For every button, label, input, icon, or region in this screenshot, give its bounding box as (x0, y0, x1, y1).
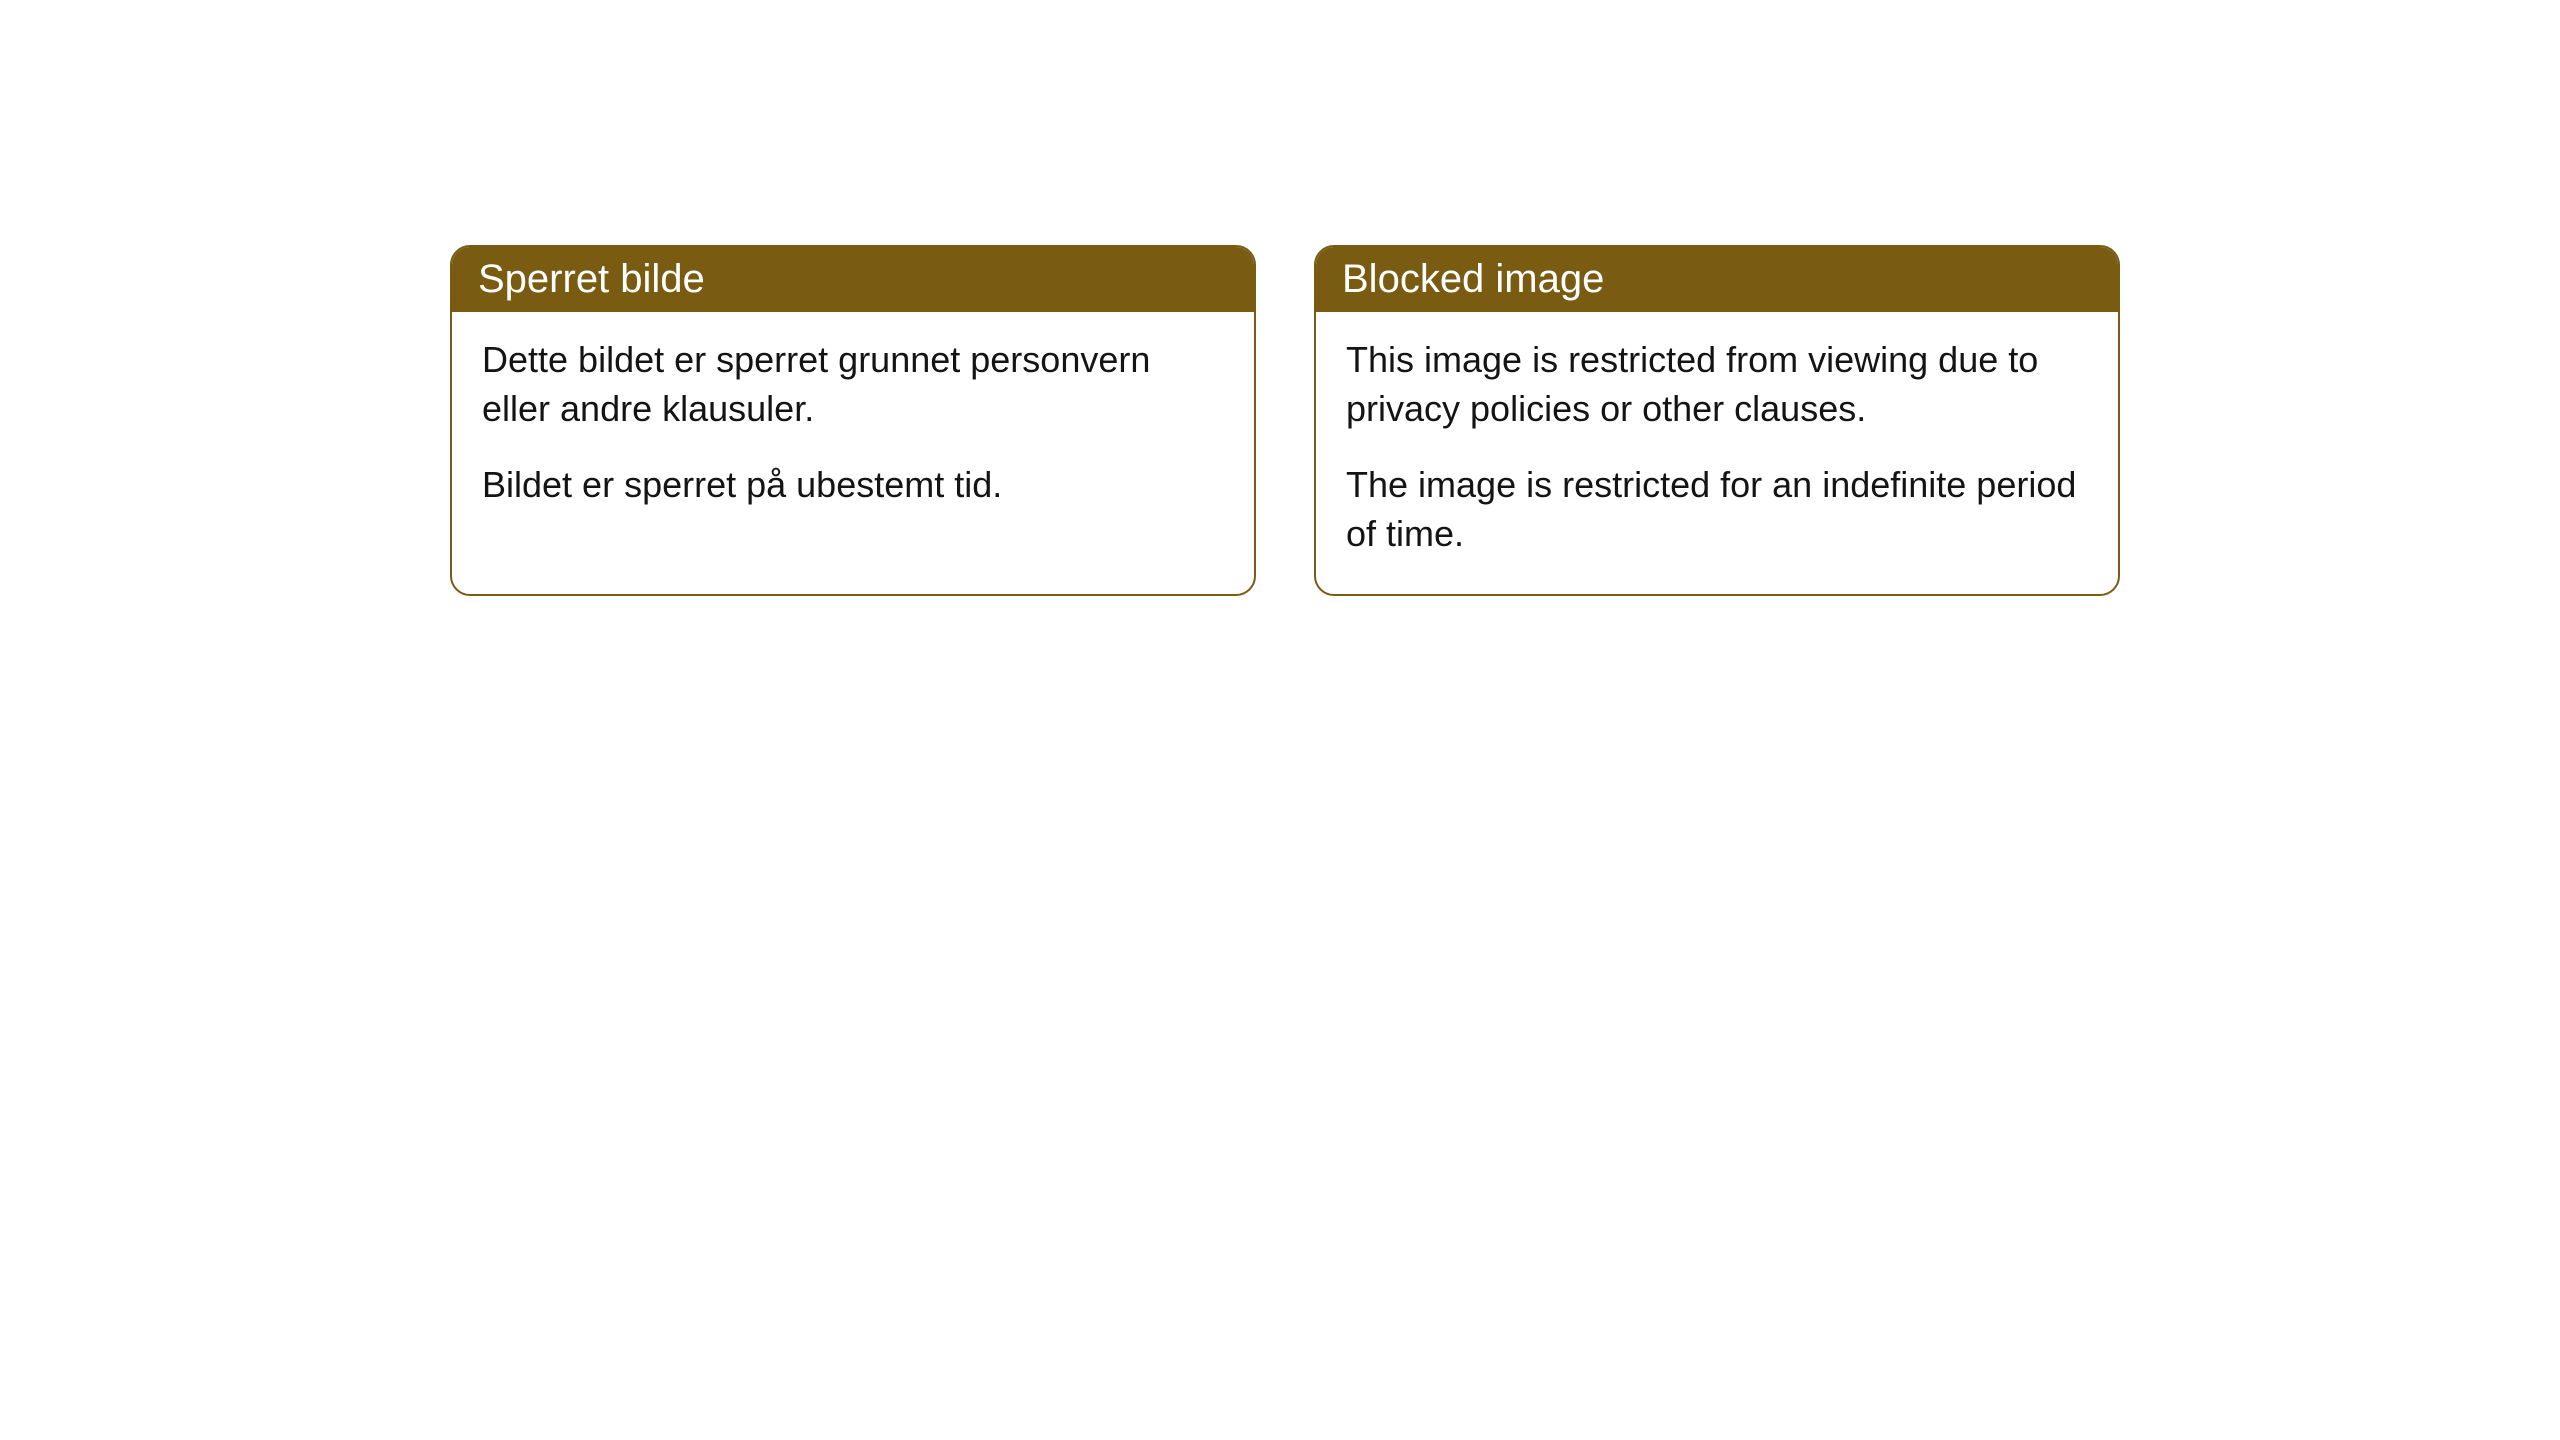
card-body: This image is restricted from viewing du… (1316, 312, 2118, 594)
card-paragraph: Bildet er sperret på ubestemt tid. (482, 461, 1224, 510)
card-paragraph: Dette bildet er sperret grunnet personve… (482, 336, 1224, 433)
notice-cards-container: Sperret bilde Dette bildet er sperret gr… (450, 245, 2560, 596)
notice-card-norwegian: Sperret bilde Dette bildet er sperret gr… (450, 245, 1256, 596)
card-header: Blocked image (1316, 247, 2118, 312)
card-title: Sperret bilde (478, 257, 705, 301)
card-body: Dette bildet er sperret grunnet personve… (452, 312, 1254, 546)
card-paragraph: The image is restricted for an indefinit… (1346, 461, 2088, 558)
notice-card-english: Blocked image This image is restricted f… (1314, 245, 2120, 596)
card-paragraph: This image is restricted from viewing du… (1346, 336, 2088, 433)
card-title: Blocked image (1342, 257, 1604, 301)
card-header: Sperret bilde (452, 247, 1254, 312)
